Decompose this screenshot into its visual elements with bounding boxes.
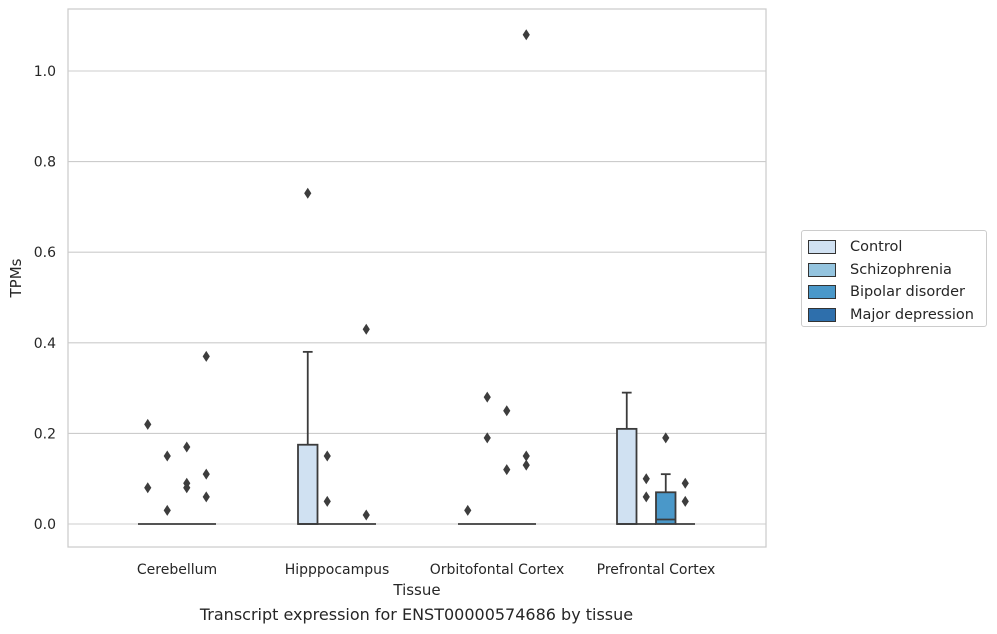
- x-tick-label: Orbitofontal Cortex: [430, 562, 565, 578]
- box-body: [616, 427, 638, 525]
- plot-area-frame: [67, 8, 767, 548]
- box-major-depression: [675, 477, 695, 525]
- outlier-point: [642, 473, 650, 485]
- legend-label: Bipolar disorder: [850, 284, 965, 301]
- legend-item: Major depression: [808, 304, 986, 327]
- outlier-point: [144, 418, 152, 430]
- outlier-point: [522, 459, 530, 471]
- outlier-point: [483, 391, 491, 403]
- box-bipolar-disorder: [177, 441, 197, 525]
- boxes: [138, 29, 695, 525]
- x-axis-ticks: Cerebellum Hipppocampus Orbitofontal Corte…: [137, 562, 715, 578]
- box-control: [458, 504, 478, 525]
- outlier-point: [642, 491, 650, 503]
- legend-item: Control: [808, 236, 986, 259]
- outlier-point: [202, 468, 210, 480]
- outlier-point: [483, 432, 491, 444]
- box-major-depression: [196, 350, 216, 525]
- y-tick-label: 0.0: [34, 517, 56, 533]
- x-tick-label: Hipppocampus: [285, 562, 390, 578]
- legend-item: Schizophrenia: [808, 259, 986, 282]
- legend-swatch: [808, 285, 836, 300]
- outlier-point: [362, 509, 370, 521]
- outlier-point: [183, 482, 191, 494]
- y-tick-label: 0.4: [34, 336, 56, 352]
- x-tick-label: Cerebellum: [137, 562, 217, 578]
- outlier-point: [323, 495, 331, 507]
- legend-swatch: [808, 307, 836, 322]
- outlier-point: [163, 450, 171, 462]
- outlier-point: [662, 432, 670, 444]
- box-control: [616, 391, 638, 525]
- box-body: [297, 443, 319, 525]
- y-axis-label: TPMs: [7, 258, 25, 298]
- y-tick-label: 0.2: [34, 426, 56, 442]
- box-bipolar-disorder: [655, 432, 677, 525]
- outlier-point: [144, 482, 152, 494]
- outlier-point: [522, 450, 530, 462]
- box-bipolar-disorder: [497, 405, 517, 525]
- box-schizophrenia: [477, 391, 497, 525]
- y-axis-ticks: 0.0 0.2 0.4 0.6 0.8 1.0: [34, 64, 56, 533]
- outlier-point: [202, 491, 210, 503]
- outlier-point: [503, 464, 511, 476]
- box-control: [138, 418, 158, 525]
- outlier-point: [681, 477, 689, 489]
- legend-item: Bipolar disorder: [808, 281, 986, 304]
- y-tick-label: 0.8: [34, 155, 56, 171]
- outlier-point: [362, 323, 370, 335]
- x-tick-label: Prefrontal Cortex: [597, 562, 716, 578]
- outlier-point: [304, 187, 312, 199]
- legend-label: Control: [850, 239, 903, 256]
- outlier-point: [323, 450, 331, 462]
- box-schizophrenia: [317, 450, 337, 525]
- legend: Control Schizophrenia Bipolar disorder Majo…: [801, 230, 987, 327]
- legend-label: Schizophrenia: [850, 261, 952, 278]
- outlier-point: [183, 441, 191, 453]
- outlier-point: [464, 504, 472, 516]
- outlier-point: [163, 504, 171, 516]
- gridlines: [68, 70, 766, 525]
- x-axis-label: Tissue: [392, 581, 440, 599]
- outlier-point: [681, 495, 689, 507]
- box-body: [655, 491, 677, 525]
- outlier-point: [202, 350, 210, 362]
- outlier-point: [503, 405, 511, 417]
- y-tick-label: 1.0: [34, 64, 56, 80]
- box-major-depression: [356, 323, 376, 525]
- box-control: [297, 187, 319, 525]
- y-tick-label: 0.6: [34, 245, 56, 261]
- legend-label: Major depression: [850, 306, 974, 323]
- legend-swatch: [808, 240, 836, 255]
- box-schizophrenia: [636, 473, 656, 525]
- box-schizophrenia: [157, 450, 177, 525]
- chart-caption: Transcript expression for ENST0000057468…: [199, 605, 634, 624]
- box-major-depression: [516, 29, 536, 525]
- outlier-point: [522, 29, 530, 41]
- legend-swatch: [808, 262, 836, 277]
